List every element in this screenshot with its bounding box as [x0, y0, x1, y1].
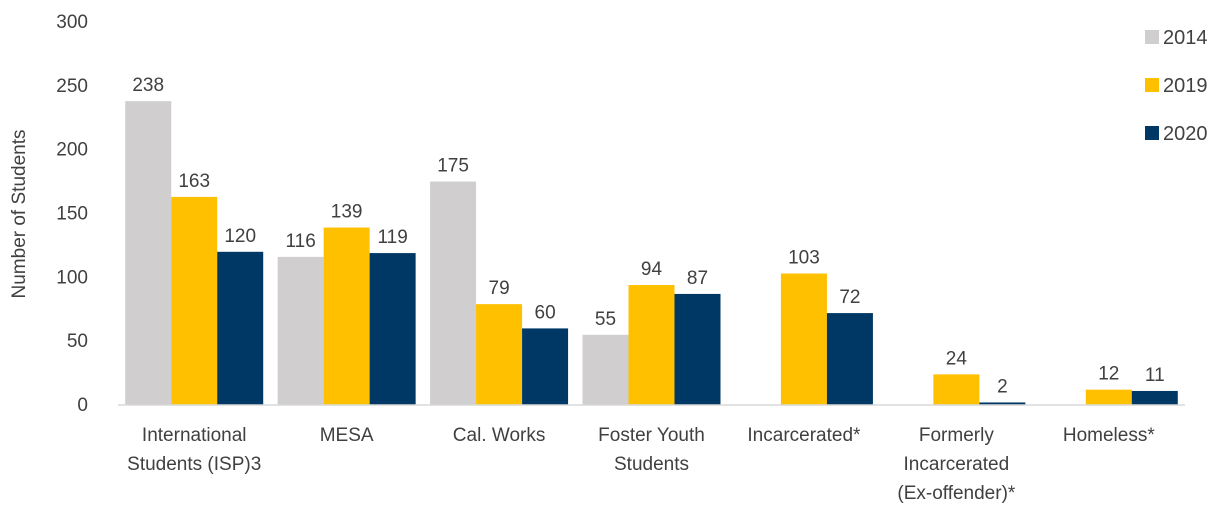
data-label: 72 — [839, 287, 860, 308]
x-tick-label-line: Foster Youth — [598, 425, 705, 446]
x-tick-label-line: Cal. Works — [453, 425, 546, 446]
data-label: 120 — [224, 226, 256, 247]
x-tick-label-line: MESA — [320, 425, 374, 446]
legend: 2014 2019 2020 — [1145, 27, 1208, 145]
data-label: 60 — [535, 302, 556, 323]
x-tick-label: Incarcerated* — [747, 425, 861, 446]
bar-2019 — [933, 374, 980, 405]
bar-2020 — [522, 328, 569, 405]
x-tick-label-line: Students — [614, 454, 689, 475]
legend-label: 2020 — [1163, 123, 1208, 145]
legend-swatch-2014 — [1145, 30, 1159, 44]
data-label: 24 — [946, 348, 968, 369]
legend-label: 2014 — [1163, 27, 1208, 49]
x-tick-label-line: Formerly — [919, 425, 994, 446]
y-tick-label: 250 — [56, 76, 88, 97]
bar-2019 — [323, 227, 370, 405]
y-tick-label: 300 — [56, 12, 88, 33]
data-label: 119 — [377, 227, 407, 248]
bar-2020 — [826, 313, 873, 405]
legend-label: 2019 — [1163, 75, 1208, 97]
data-label: 2 — [997, 376, 1008, 397]
data-label: 55 — [595, 309, 616, 330]
bar-2019 — [476, 304, 523, 405]
bar-2020 — [369, 253, 416, 405]
data-label: 94 — [641, 259, 663, 280]
data-label: 238 — [132, 75, 164, 96]
x-tick-label: Foster Youth Students — [598, 425, 705, 475]
y-tick-label: 100 — [56, 267, 88, 288]
y-tick-label: 50 — [67, 331, 88, 352]
bar-2014 — [277, 256, 324, 405]
data-label: 12 — [1098, 364, 1119, 385]
y-axis-ticks: 0 50 100 150 200 250 300 — [56, 12, 88, 416]
x-axis-ticks: International Students (ISP)3 MESA Cal. Wor… — [127, 425, 1155, 504]
y-tick-label: 200 — [56, 140, 88, 161]
bar-2019 — [1085, 389, 1132, 405]
bar-2020 — [217, 251, 264, 405]
bars — [125, 101, 1178, 406]
data-label: 163 — [178, 171, 210, 192]
bar-2020 — [1131, 390, 1178, 405]
x-tick-label-line: Incarcerated* — [747, 425, 861, 446]
y-axis-title-group: Number of Students — [9, 130, 30, 299]
x-tick-label: Formerly Incarcerated (Ex-offender)* — [897, 425, 1016, 504]
bar-2014 — [125, 101, 172, 406]
legend-swatch-2019 — [1145, 78, 1159, 92]
data-labels: 238 163 120 116 139 119 175 79 60 55 94 87 103 72 24 2 1… — [132, 75, 1164, 397]
y-tick-label: 150 — [56, 204, 88, 225]
data-label: 175 — [437, 156, 469, 177]
bar-2020 — [979, 402, 1026, 405]
x-tick-label-line: Incarcerated — [904, 454, 1010, 475]
y-axis-title: Number of Students — [9, 130, 30, 299]
x-tick-label-line: (Ex-offender)* — [897, 483, 1016, 504]
x-tick-label-line: Homeless* — [1063, 425, 1155, 446]
x-tick-label: International Students (ISP)3 — [127, 425, 261, 475]
legend-swatch-2020 — [1145, 126, 1159, 140]
data-label: 11 — [1145, 365, 1165, 386]
x-tick-label: Cal. Works — [453, 425, 546, 446]
x-tick-label: MESA — [320, 425, 374, 446]
data-label: 139 — [331, 202, 363, 223]
y-tick-label: 0 — [77, 395, 88, 416]
bar-2014 — [582, 334, 629, 405]
x-tick-label: Homeless* — [1063, 425, 1155, 446]
bar-2019 — [171, 196, 218, 405]
data-label: 116 — [285, 231, 315, 252]
x-tick-label-line: Students (ISP)3 — [127, 454, 261, 475]
data-label: 87 — [687, 268, 708, 289]
data-label: 79 — [489, 278, 510, 299]
data-label: 103 — [788, 248, 820, 269]
bar-2019 — [780, 273, 827, 405]
bar-2019 — [628, 284, 675, 405]
x-tick-label-line: International — [142, 425, 247, 446]
bar-2014 — [430, 181, 477, 405]
bar-2020 — [674, 293, 721, 405]
